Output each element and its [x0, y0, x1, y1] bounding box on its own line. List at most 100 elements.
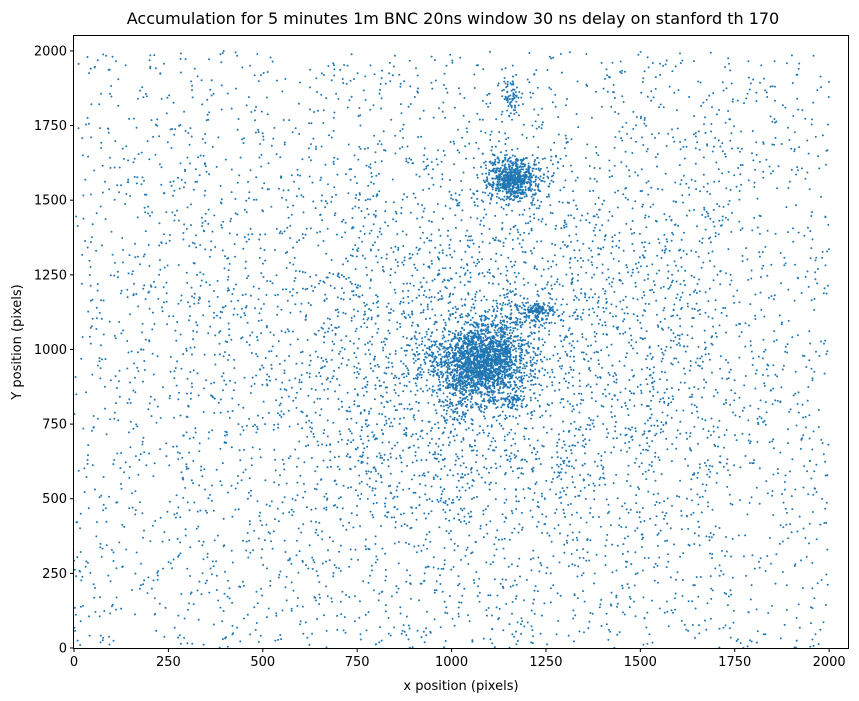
scatter-point [506, 315, 509, 318]
scatter-point [698, 308, 701, 311]
scatter-point [474, 204, 476, 207]
scatter-point [249, 494, 252, 497]
scatter-point [652, 96, 655, 99]
scatter-point [618, 231, 621, 234]
scatter-point [282, 189, 285, 192]
scatter-point [475, 454, 478, 457]
scatter-point [697, 130, 700, 133]
scatter-point [355, 293, 358, 296]
scatter-point [722, 205, 725, 208]
scatter-point [630, 334, 633, 337]
scatter-point [242, 429, 245, 432]
scatter-point [725, 87, 728, 90]
scatter-point [511, 612, 513, 615]
scatter-point [385, 372, 388, 375]
scatter-point [533, 108, 536, 111]
scatter-point [630, 274, 633, 277]
scatter-point [593, 460, 596, 463]
scatter-point [268, 350, 270, 353]
scatter-point [331, 600, 333, 603]
scatter-point [515, 508, 518, 510]
scatter-point [185, 271, 188, 274]
scatter-point [359, 368, 361, 371]
scatter-point [124, 461, 127, 464]
scatter-point [560, 367, 563, 370]
scatter-point [614, 136, 617, 139]
scatter-point [393, 288, 396, 291]
scatter-point [85, 560, 88, 563]
scatter-point [425, 351, 428, 354]
scatter-point [253, 109, 256, 112]
scatter-point [368, 232, 371, 235]
scatter-point [743, 406, 746, 409]
scatter-point [524, 261, 527, 264]
scatter-point [248, 417, 251, 420]
scatter-point [262, 276, 265, 278]
scatter-point [733, 399, 736, 402]
scatter-point [762, 142, 765, 145]
scatter-point [447, 330, 450, 333]
scatter-point [665, 512, 668, 515]
scatter-point [326, 202, 329, 205]
scatter-point [403, 429, 406, 432]
scatter-point [457, 87, 460, 90]
scatter-point [827, 223, 830, 226]
scatter-point [625, 526, 628, 529]
scatter-point [446, 474, 449, 477]
scatter-point [76, 225, 79, 227]
scatter-point [211, 395, 214, 398]
scatter-point [807, 493, 810, 496]
scatter-point [361, 294, 364, 297]
scatter-point [639, 321, 642, 324]
scatter-point [284, 78, 287, 80]
scatter-point [608, 76, 611, 79]
scatter-point [466, 269, 469, 272]
scatter-point [797, 169, 799, 172]
scatter-point [680, 528, 683, 531]
scatter-point [189, 346, 192, 349]
scatter-point [445, 87, 448, 90]
scatter-point [149, 65, 152, 68]
scatter-point [376, 363, 379, 366]
scatter-point [521, 213, 524, 216]
scatter-point [461, 486, 464, 489]
scatter-point [500, 206, 503, 209]
scatter-point [329, 380, 332, 383]
scatter-point [814, 271, 817, 274]
scatter-point [493, 554, 496, 557]
scatter-point [77, 469, 80, 472]
scatter-point [227, 322, 230, 325]
scatter-point [646, 442, 649, 445]
scatter-point [576, 208, 579, 211]
scatter-point [729, 589, 732, 592]
scatter-point [567, 329, 570, 332]
scatter-point [576, 239, 579, 242]
scatter-point [460, 258, 463, 261]
scatter-point [729, 139, 732, 142]
scatter-point [101, 164, 104, 167]
scatter-point [290, 508, 293, 511]
scatter-point [607, 503, 610, 506]
scatter-point [731, 503, 734, 506]
scatter-point [721, 219, 724, 222]
scatter-point [93, 66, 96, 69]
scatter-point [754, 168, 757, 171]
scatter-point [729, 273, 732, 276]
scatter-point [430, 239, 433, 242]
scatter-point [607, 219, 610, 222]
scatter-point [435, 392, 438, 394]
scatter-point [611, 281, 614, 284]
scatter-point [572, 609, 575, 612]
scatter-point [209, 493, 211, 496]
scatter-points [73, 50, 830, 649]
scatter-point [546, 281, 549, 284]
scatter-point [103, 385, 106, 388]
scatter-point [571, 332, 574, 335]
scatter-point [554, 105, 557, 108]
scatter-point [122, 157, 125, 160]
scatter-point [275, 274, 278, 277]
scatter-point [773, 85, 776, 88]
scatter-point [100, 555, 103, 558]
scatter-point [167, 561, 170, 563]
scatter-point [316, 574, 319, 577]
